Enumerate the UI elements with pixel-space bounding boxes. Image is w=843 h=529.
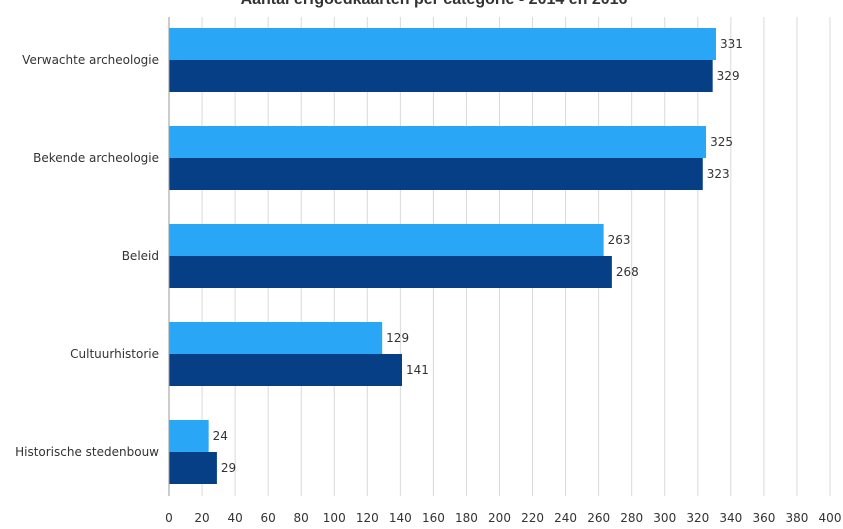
data-label: 325 xyxy=(710,135,733,149)
x-tick-label: 40 xyxy=(227,511,242,525)
bar xyxy=(169,224,604,256)
x-tick-label: 80 xyxy=(294,511,309,525)
bar xyxy=(169,126,707,158)
x-tick-label: 60 xyxy=(261,511,276,525)
x-tick-label: 100 xyxy=(323,511,346,525)
bar xyxy=(169,354,403,386)
x-tick-label: 300 xyxy=(653,511,676,525)
category-label: Verwachte archeologie xyxy=(22,53,159,67)
data-label: 263 xyxy=(608,233,631,247)
bar xyxy=(169,256,612,288)
x-tick-label: 0 xyxy=(165,511,173,525)
x-tick-label: 160 xyxy=(422,511,445,525)
bar xyxy=(169,60,713,92)
bar xyxy=(169,452,217,484)
x-tick-label: 20 xyxy=(194,511,209,525)
data-label: 268 xyxy=(616,265,639,279)
x-tick-label: 320 xyxy=(686,511,709,525)
x-tick-label: 260 xyxy=(587,511,610,525)
bar xyxy=(169,322,383,354)
x-tick-label: 400 xyxy=(819,511,842,525)
category-labels: Verwachte archeologie Bekende archeologie… xyxy=(15,53,159,459)
x-tick-label: 360 xyxy=(752,511,775,525)
chart-title: Aantal erfgoedkaarten per categorie - 20… xyxy=(241,0,628,8)
bar xyxy=(169,28,716,60)
x-tick-label: 200 xyxy=(488,511,511,525)
x-tick-label: 180 xyxy=(455,511,478,525)
x-tick-label: 220 xyxy=(521,511,544,525)
bar xyxy=(169,158,703,190)
category-label: Historische stedenbouw xyxy=(15,445,159,459)
x-tick-label: 340 xyxy=(719,511,742,525)
bar xyxy=(169,420,209,452)
x-tick-label: 120 xyxy=(356,511,379,525)
category-label: Cultuurhistorie xyxy=(70,347,159,361)
data-label: 323 xyxy=(707,167,730,181)
x-tick-label: 280 xyxy=(620,511,643,525)
data-label: 29 xyxy=(221,461,236,475)
data-label: 331 xyxy=(720,37,743,51)
data-label: 141 xyxy=(406,363,429,377)
value-labels: 331 329 325 323 263 268 129 141 24 29 xyxy=(213,37,743,475)
x-axis-ticks: 0 20 40 60 80 100 120 140 160 180 200 220 240 260 280 3… xyxy=(165,511,841,525)
category-label: Bekende archeologie xyxy=(33,151,159,165)
x-tick-label: 140 xyxy=(389,511,412,525)
data-label: 129 xyxy=(386,331,409,345)
data-label: 329 xyxy=(717,69,740,83)
data-label: 24 xyxy=(213,429,228,443)
x-tick-label: 240 xyxy=(554,511,577,525)
x-tick-label: 380 xyxy=(785,511,808,525)
bars xyxy=(169,28,716,484)
category-label: Beleid xyxy=(122,249,159,263)
